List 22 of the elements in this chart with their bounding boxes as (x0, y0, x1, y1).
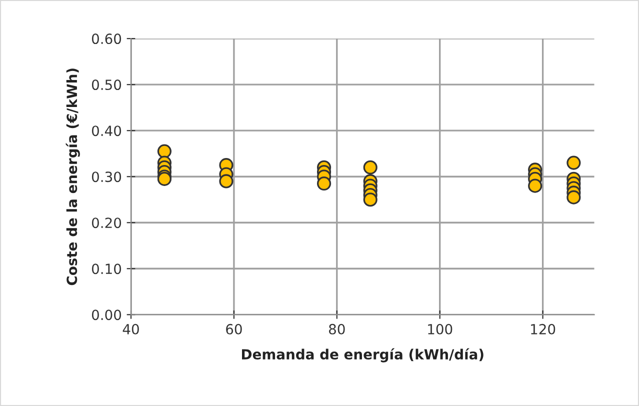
y-tick-label: 0.30 (92, 172, 122, 182)
point (363, 160, 378, 174)
y-axis-title: Coste de la energía (€/kWh) (66, 68, 80, 286)
point (566, 156, 581, 170)
point (316, 176, 332, 191)
y-tick-label: 0.00 (92, 310, 122, 320)
y-tick-label: 0.20 (92, 218, 122, 228)
y-tick-label: 0.50 (92, 80, 122, 90)
x-tick-label: 100 (428, 324, 452, 334)
x-tick-label: 40 (122, 324, 139, 334)
y-tick-label: 0.10 (92, 264, 122, 274)
x-axis-title: Demanda de energía (kWh/día) (242, 348, 484, 362)
point (157, 144, 172, 158)
point (363, 192, 378, 207)
point (528, 178, 542, 193)
point (566, 190, 581, 204)
point (219, 174, 234, 188)
x-tick-label: 60 (226, 324, 242, 334)
y-tick-label: 0.40 (92, 126, 122, 136)
y-tick-label: 0.60 (92, 34, 122, 44)
x-tick-label: 120 (531, 324, 556, 334)
x-tick-label: 80 (329, 324, 345, 334)
